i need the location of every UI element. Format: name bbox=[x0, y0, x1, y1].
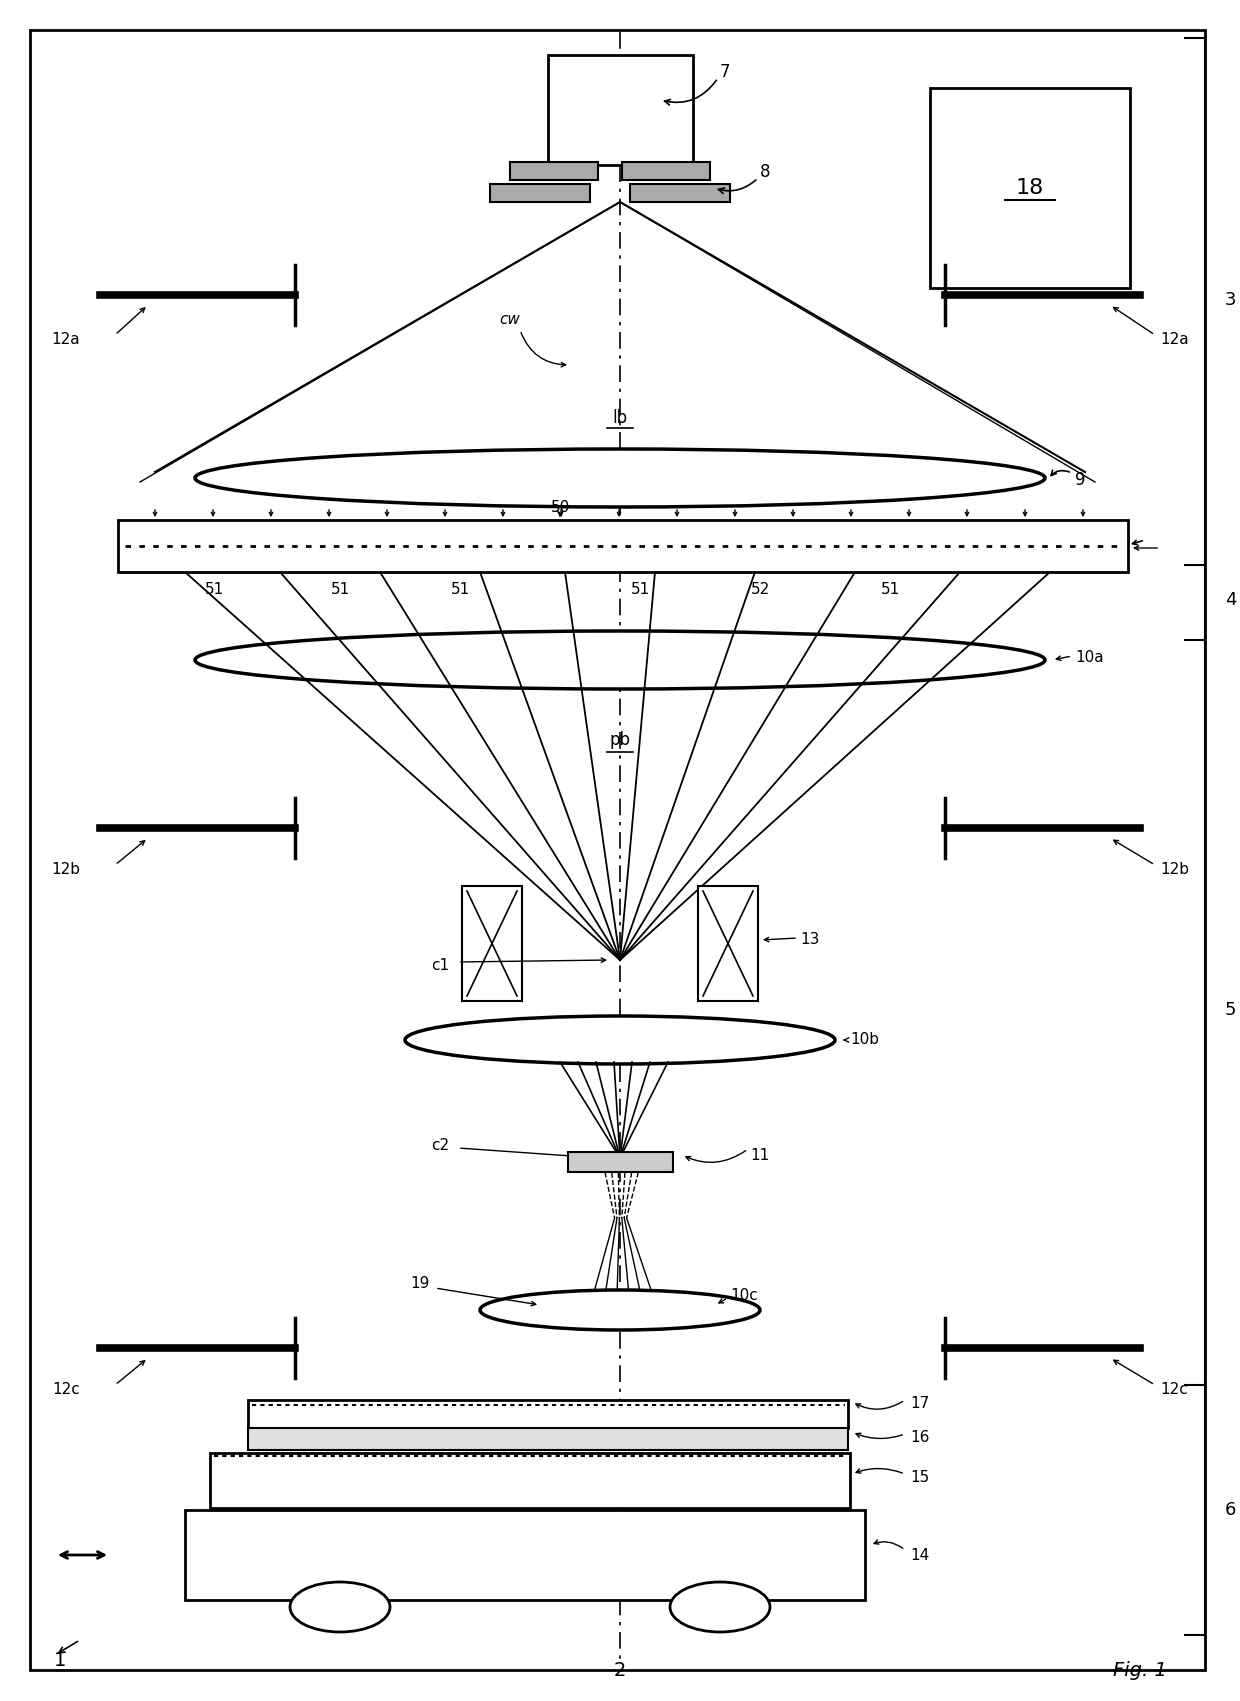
Bar bbox=[568, 1152, 673, 1172]
Text: 10b: 10b bbox=[849, 1033, 879, 1048]
Text: 1: 1 bbox=[53, 1650, 66, 1669]
Ellipse shape bbox=[405, 1015, 835, 1065]
Bar bbox=[210, 1453, 849, 1509]
Text: c1: c1 bbox=[432, 958, 449, 973]
Text: 12c: 12c bbox=[1159, 1383, 1188, 1398]
Ellipse shape bbox=[195, 449, 1045, 507]
Bar bbox=[698, 886, 758, 1000]
Bar bbox=[622, 162, 711, 180]
Ellipse shape bbox=[195, 631, 1045, 689]
Text: c2: c2 bbox=[432, 1138, 449, 1153]
Bar bbox=[248, 1429, 848, 1449]
Text: lb: lb bbox=[613, 408, 627, 427]
Ellipse shape bbox=[290, 1582, 391, 1631]
Text: 5: 5 bbox=[1225, 1000, 1236, 1019]
Text: 51: 51 bbox=[880, 582, 900, 597]
Text: 51: 51 bbox=[330, 582, 350, 597]
Bar bbox=[510, 162, 598, 180]
Text: 17: 17 bbox=[910, 1397, 929, 1412]
Text: 51: 51 bbox=[450, 582, 470, 597]
Text: 12b: 12b bbox=[51, 862, 81, 878]
Bar bbox=[248, 1400, 848, 1429]
Text: 12c: 12c bbox=[52, 1383, 81, 1398]
Text: Fig. 1: Fig. 1 bbox=[1114, 1660, 1167, 1679]
Text: 10a: 10a bbox=[1075, 650, 1104, 665]
Bar bbox=[548, 54, 693, 165]
Text: 51: 51 bbox=[630, 582, 650, 597]
Text: 15: 15 bbox=[910, 1470, 929, 1485]
Ellipse shape bbox=[670, 1582, 770, 1631]
Text: 12a: 12a bbox=[1159, 332, 1189, 347]
Text: 9: 9 bbox=[1075, 471, 1085, 488]
Text: 3: 3 bbox=[1225, 291, 1236, 310]
Text: 7: 7 bbox=[720, 63, 730, 82]
Text: 10c: 10c bbox=[730, 1288, 758, 1303]
Bar bbox=[118, 521, 1128, 572]
Bar bbox=[463, 886, 522, 1000]
Text: 12a: 12a bbox=[51, 332, 81, 347]
Ellipse shape bbox=[480, 1289, 760, 1330]
Bar bbox=[185, 1510, 866, 1601]
Text: 13: 13 bbox=[800, 932, 820, 947]
Text: 11: 11 bbox=[750, 1148, 769, 1162]
Text: 6: 6 bbox=[1225, 1500, 1236, 1519]
Text: 16: 16 bbox=[910, 1431, 929, 1446]
Bar bbox=[630, 184, 730, 202]
Text: 14: 14 bbox=[910, 1548, 929, 1563]
Text: 50: 50 bbox=[551, 500, 569, 515]
Text: 51: 51 bbox=[206, 582, 224, 597]
Text: cw: cw bbox=[500, 313, 521, 328]
Text: 18: 18 bbox=[1016, 179, 1044, 197]
Text: 2: 2 bbox=[614, 1660, 626, 1679]
Text: pb: pb bbox=[610, 731, 630, 748]
Text: 4: 4 bbox=[1225, 590, 1236, 609]
Text: 19: 19 bbox=[410, 1276, 430, 1291]
Text: 52: 52 bbox=[750, 582, 770, 597]
Bar bbox=[930, 88, 1130, 287]
Text: 8: 8 bbox=[760, 163, 770, 180]
Bar bbox=[490, 184, 590, 202]
Text: 12b: 12b bbox=[1159, 862, 1189, 878]
